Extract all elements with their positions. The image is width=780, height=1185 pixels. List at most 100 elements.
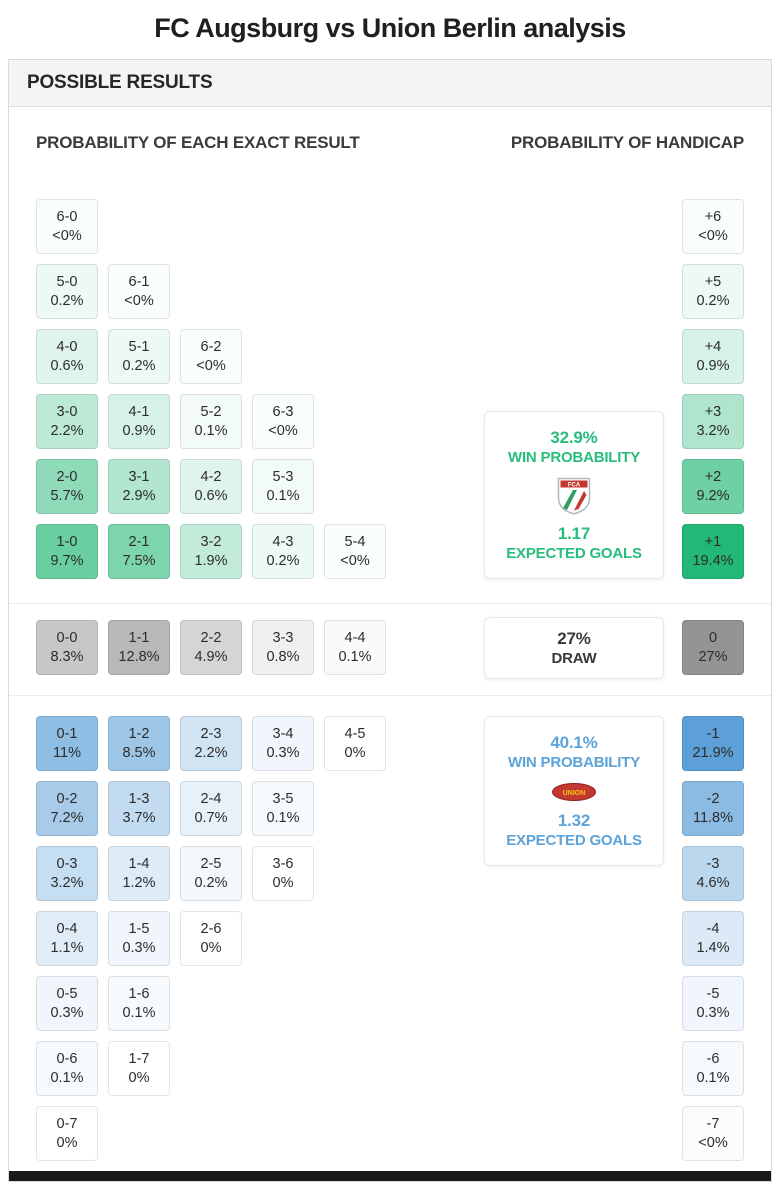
panel-content: PROBABILITY OF EACH EXACT RESULT PROBABI… [9, 107, 771, 1181]
home-summary-column: 32.9% WIN PROBABILITY FCA 1.17 [396, 199, 682, 589]
result-row: 0-7 0% [36, 1106, 396, 1161]
result-row: 0-4 1.1% 1-5 0.3% 2-6 0% [36, 911, 396, 966]
cell-score: 6-0 [56, 208, 78, 225]
cell-probability: 0.2% [122, 357, 156, 374]
cell-score: 0-7 [56, 1115, 78, 1132]
result-cell-1-1: 1-1 12.8% [108, 620, 170, 675]
cell-probability: 0% [128, 1069, 150, 1086]
cell-probability: 0.2% [696, 292, 730, 309]
cell-score: -7 [706, 1115, 720, 1132]
cell-probability: 19.4% [692, 552, 734, 569]
handicap-cell--5: -5 0.3% [682, 976, 744, 1031]
result-cell-3-0: 3-0 2.2% [36, 394, 98, 449]
cell-probability: 2.2% [50, 422, 84, 439]
result-cell-4-0: 4-0 0.6% [36, 329, 98, 384]
cell-probability: 7.2% [50, 809, 84, 826]
cell-score: 5-3 [272, 468, 294, 485]
result-cell-1-2: 1-2 8.5% [108, 716, 170, 771]
cell-probability: 0.9% [122, 422, 156, 439]
cell-probability: 0.8% [266, 648, 300, 665]
result-cell-6-1: 6-1 <0% [108, 264, 170, 319]
away-expected-goals-label: EXPECTED GOALS [506, 832, 642, 849]
cell-probability: 0.6% [50, 357, 84, 374]
cell-score: 1-7 [128, 1050, 150, 1067]
result-cell-0-2: 0-2 7.2% [36, 781, 98, 836]
cell-score: 5-2 [200, 403, 222, 420]
result-cell-5-3: 5-3 0.1% [252, 459, 314, 514]
result-cell-6-3: 6-3 <0% [252, 394, 314, 449]
cell-score: 1-4 [128, 855, 150, 872]
cell-score: 1-1 [128, 629, 150, 646]
cell-probability: 0.2% [194, 874, 228, 891]
handicap-heading: PROBABILITY OF HANDICAP [510, 133, 744, 152]
cell-score: -1 [706, 725, 720, 742]
cell-score: +6 [704, 208, 722, 225]
cell-score: 2-1 [128, 533, 150, 550]
cell-score: 2-4 [200, 790, 222, 807]
cell-probability: 0.1% [696, 1069, 730, 1086]
cell-probability: 2.9% [122, 487, 156, 504]
cell-score: 2-0 [56, 468, 78, 485]
cell-probability: 11.8% [692, 809, 734, 826]
result-cell-3-6: 3-6 0% [252, 846, 314, 901]
cell-probability: 0.3% [50, 1004, 84, 1021]
away-handicap-column: -1 21.9% -2 11.8% -3 4.6% -4 1.4% -5 0.3% -6 0.1% -7… [682, 716, 744, 1171]
cell-probability: 9.7% [50, 552, 84, 569]
cell-probability: 0.3% [122, 939, 156, 956]
cell-probability: 0.3% [266, 744, 300, 761]
result-cell-5-4: 5-4 <0% [324, 524, 386, 579]
cell-probability: 11% [53, 744, 81, 761]
cell-score: 0-5 [56, 985, 78, 1002]
page-title: FC Augsburg vs Union Berlin analysis [154, 13, 626, 43]
cell-score: 4-2 [200, 468, 222, 485]
cell-probability: <0% [698, 227, 728, 244]
cell-score: 4-0 [56, 338, 78, 355]
draw-result-grid: 0-0 8.3% 1-1 12.8% 2-2 4.9% 3-3 0.8% 4-4 0.1% [36, 620, 396, 679]
cell-probability: 0.1% [50, 1069, 84, 1086]
cell-probability: 0% [200, 939, 222, 956]
cell-probability: 0.7% [194, 809, 228, 826]
home-handicap-column: +6 <0% +5 0.2% +4 0.9% +3 3.2% +2 9.2% +1 19.4% [682, 199, 744, 589]
result-cell-0-3: 0-3 3.2% [36, 846, 98, 901]
draw-handicap-column: 0 27% [682, 620, 744, 679]
cell-probability: <0% [124, 292, 154, 309]
cell-probability: 9.2% [696, 487, 730, 504]
cell-score: 3-3 [272, 629, 294, 646]
home-win-section: 6-0 <0% 5-0 0.2% 6-1 <0% 4-0 0.6% 5-1 0.2% 6-2 <0% 3… [9, 199, 771, 589]
cell-probability: 21.9% [692, 744, 734, 761]
cell-score: 1-0 [56, 533, 78, 550]
result-cell-1-6: 1-6 0.1% [108, 976, 170, 1031]
result-cell-2-5: 2-5 0.2% [180, 846, 242, 901]
cell-score: 3-5 [272, 790, 294, 807]
cell-probability: 0.6% [194, 487, 228, 504]
result-cell-0-1: 0-1 11% [36, 716, 98, 771]
cell-score: -2 [706, 790, 720, 807]
cell-score: 2-2 [200, 629, 222, 646]
svg-text:FCA: FCA [568, 482, 581, 488]
cell-probability: 0.3% [696, 1004, 730, 1021]
cell-probability: 1.4% [696, 939, 730, 956]
result-cell-5-2: 5-2 0.1% [180, 394, 242, 449]
cell-probability: 12.8% [118, 648, 160, 665]
result-cell-3-4: 3-4 0.3% [252, 716, 314, 771]
draw-probability-value: 27% [557, 629, 591, 648]
cell-probability: 4.6% [696, 874, 730, 891]
result-cell-0-7: 0-7 0% [36, 1106, 98, 1161]
cell-score: 0-4 [56, 920, 78, 937]
cell-probability: 1.1% [50, 939, 84, 956]
result-cell-2-2: 2-2 4.9% [180, 620, 242, 675]
result-cell-2-1: 2-1 7.5% [108, 524, 170, 579]
draw-summary-column: 27% DRAW [396, 617, 682, 679]
cell-score: 4-5 [344, 725, 366, 742]
handicap-cell-+6: +6 <0% [682, 199, 744, 254]
cell-probability: 8.5% [122, 744, 156, 761]
cell-score: 1-3 [128, 790, 150, 807]
cell-probability: <0% [196, 357, 226, 374]
handicap-cell--6: -6 0.1% [682, 1041, 744, 1096]
cell-score: +2 [704, 468, 722, 485]
result-cell-1-0: 1-0 9.7% [36, 524, 98, 579]
home-win-probability-value: 32.9% [550, 428, 598, 447]
result-cell-4-5: 4-5 0% [324, 716, 386, 771]
cell-score: 2-6 [200, 920, 222, 937]
result-row: 0-6 0.1% 1-7 0% [36, 1041, 396, 1096]
